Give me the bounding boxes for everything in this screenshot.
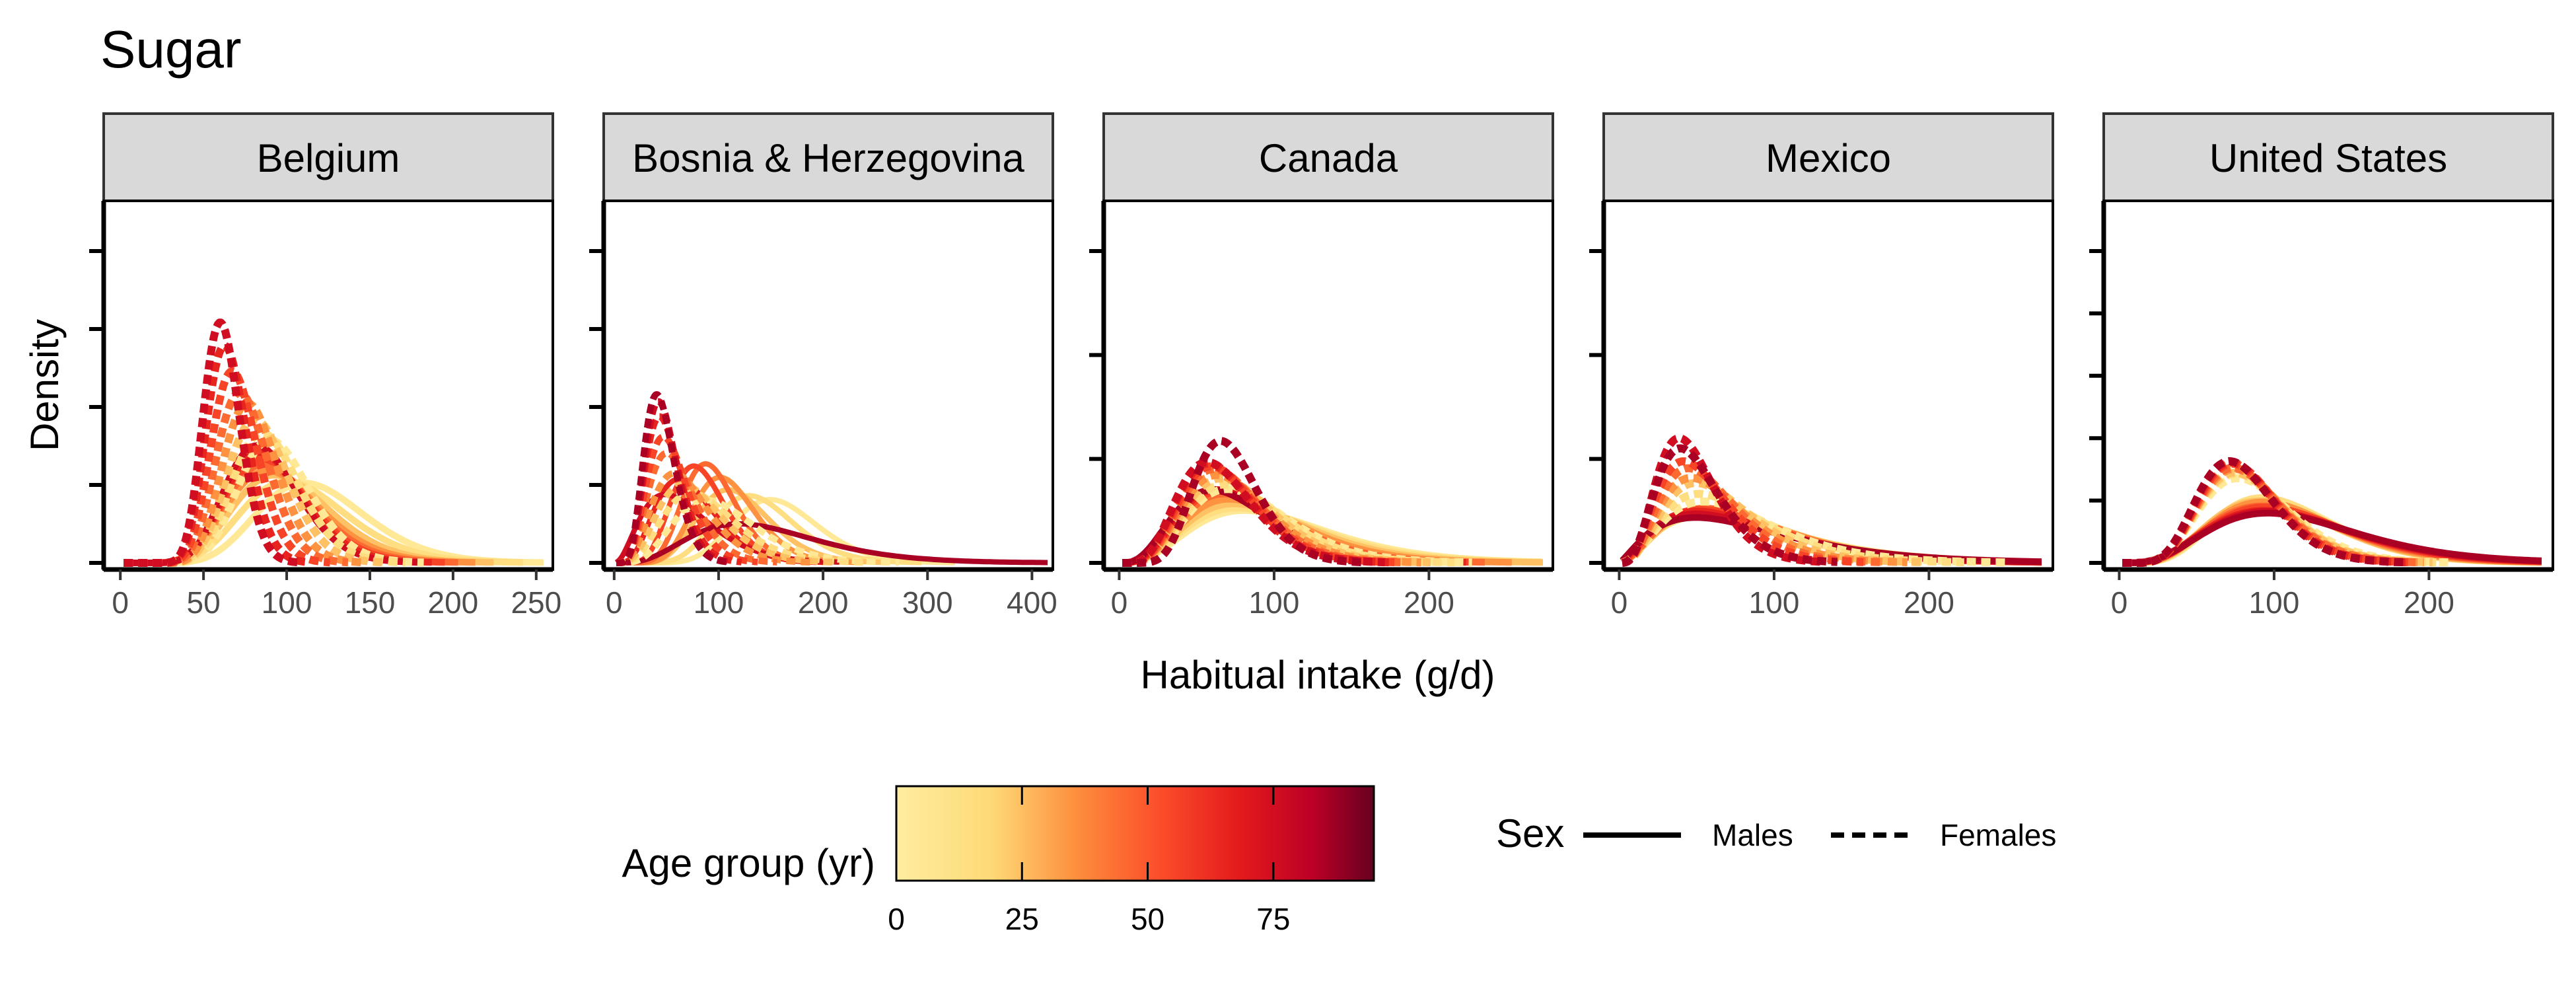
x-tick-label: 300 xyxy=(902,585,953,620)
females-legend-label: Females xyxy=(1940,818,2056,852)
panel-strip xyxy=(2102,112,2554,202)
panel-2: Canada 0 100 200 xyxy=(1089,112,1554,620)
panel-0: Belgium 0 50 100 150 200 250 xyxy=(89,112,561,620)
x-tick-label: 100 xyxy=(1749,585,1800,620)
panel-strip xyxy=(602,112,1054,202)
x-tick-label: 200 xyxy=(798,585,849,620)
female-density-curve xyxy=(1620,457,1866,567)
x-tick-label: 200 xyxy=(1404,585,1454,620)
panel-plot-area xyxy=(602,200,1054,571)
female-density-curve xyxy=(614,481,838,566)
female-density-curve xyxy=(614,470,812,566)
y-axis-title: Density xyxy=(22,319,67,451)
male-density-curve xyxy=(616,521,1048,566)
male-density-curve xyxy=(2122,509,2542,566)
density-curves xyxy=(2120,457,2542,567)
panel-strip-label: United States xyxy=(2209,136,2447,180)
x-tick-label: 100 xyxy=(2249,585,2300,620)
x-tick-label: 0 xyxy=(1611,585,1628,620)
x-tick-label: 0 xyxy=(1111,585,1128,620)
x-tick-label: 200 xyxy=(1904,585,1954,620)
panel-4: United States 0 100 200 xyxy=(2089,112,2554,620)
panel-3: Mexico 0 100 200 xyxy=(1589,112,2054,620)
panel-strip-label: Bosnia & Herzegovina xyxy=(632,136,1024,180)
x-tick-label: 100 xyxy=(694,585,744,620)
female-density-curve xyxy=(615,490,865,566)
x-tick-label: 250 xyxy=(511,585,561,620)
x-tick-label: 400 xyxy=(1007,585,1057,620)
female-density-curve xyxy=(1620,444,1840,567)
legend: Age group (yr) 0 25 50 75 Sex Males Females xyxy=(622,785,2056,936)
density-curves xyxy=(614,391,1048,566)
panel-1: Bosnia & Herzegovina 0 100 200 300 400 xyxy=(589,112,1057,620)
female-density-curve xyxy=(1620,464,1884,567)
x-axis-title: Habitual intake (g/d) xyxy=(1141,653,1495,697)
panel-strip-label: Belgium xyxy=(257,136,400,180)
density-curves xyxy=(121,318,544,567)
panel-strip-label: Canada xyxy=(1259,136,1398,180)
panel-strip xyxy=(1602,112,2054,202)
sex-legend-title: Sex xyxy=(1496,811,1564,856)
males-legend-label: Males xyxy=(1712,818,1793,852)
colorbar-tick-label: 50 xyxy=(1131,902,1164,936)
colorbar-tick-label: 25 xyxy=(1005,902,1039,936)
x-tick-label: 0 xyxy=(112,585,129,620)
panel-plot-area xyxy=(2102,200,2554,571)
x-tick-label: 200 xyxy=(2404,585,2454,620)
colorbar-tick-label: 0 xyxy=(888,902,905,936)
panel-strip xyxy=(102,112,554,202)
x-tick-label: 100 xyxy=(262,585,312,620)
panel-strip xyxy=(1102,112,1554,202)
x-tick-label: 200 xyxy=(428,585,479,620)
colorbar-tick-label: 75 xyxy=(1256,902,1290,936)
x-tick-label: 150 xyxy=(345,585,396,620)
x-tick-label: 0 xyxy=(2111,585,2128,620)
x-tick-label: 0 xyxy=(606,585,623,620)
panel-strip-label: Mexico xyxy=(1766,136,1891,180)
female-density-curve xyxy=(122,399,367,567)
x-tick-label: 50 xyxy=(187,585,221,620)
colorbar-ticks: 0 25 50 75 xyxy=(888,786,1290,936)
female-density-curve xyxy=(615,497,900,566)
female-density-curve xyxy=(121,318,301,567)
density-curves xyxy=(1620,434,2042,567)
age-legend-title: Age group (yr) xyxy=(622,841,876,885)
age-colorbar xyxy=(895,785,1375,882)
female-density-curve xyxy=(2120,457,2406,567)
female-density-curve xyxy=(614,391,729,566)
chart-title: Sugar xyxy=(100,20,241,79)
facet-panels: Belgium 0 50 100 150 200 250 Bosnia & Herzegovi… xyxy=(89,112,2554,620)
female-density-curve xyxy=(1120,437,1367,567)
density-curves xyxy=(1120,437,1543,567)
x-tick-label: 100 xyxy=(1249,585,1300,620)
